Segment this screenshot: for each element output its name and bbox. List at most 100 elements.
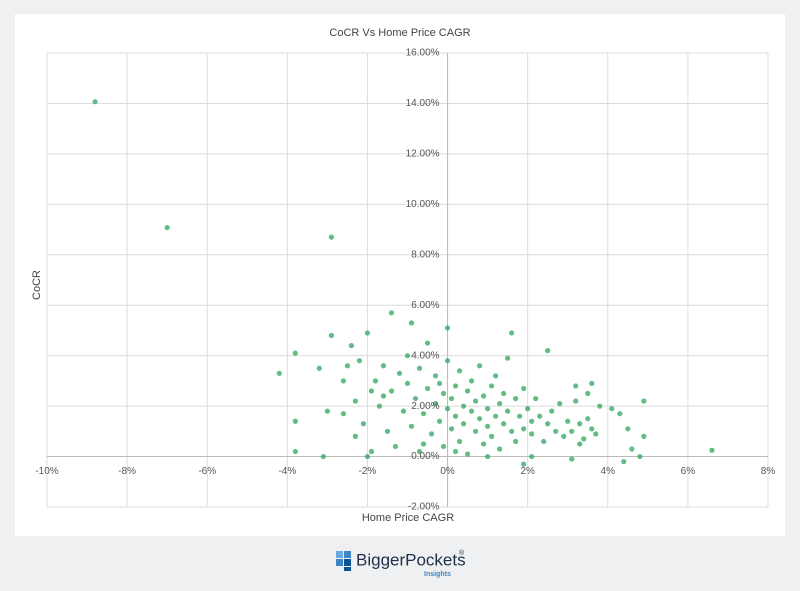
point bbox=[360, 421, 367, 427]
point bbox=[513, 395, 519, 402]
point bbox=[364, 453, 371, 460]
y-tick-label: 4.00% bbox=[411, 350, 439, 361]
point bbox=[432, 373, 439, 379]
point bbox=[617, 411, 623, 417]
point bbox=[432, 400, 439, 407]
logo-square bbox=[344, 567, 351, 571]
point bbox=[456, 438, 463, 445]
point bbox=[292, 448, 298, 455]
point bbox=[448, 395, 455, 402]
x-tick-label: 6% bbox=[681, 466, 696, 477]
point bbox=[489, 433, 495, 439]
logo: BiggerPockets ® Insights bbox=[336, 549, 466, 578]
point bbox=[561, 433, 567, 439]
point bbox=[629, 446, 635, 452]
point bbox=[292, 418, 298, 424]
y-axis-label: CoCR bbox=[31, 270, 43, 300]
point bbox=[521, 426, 527, 432]
point bbox=[509, 330, 515, 336]
point bbox=[485, 453, 491, 460]
point bbox=[376, 403, 383, 409]
point bbox=[505, 355, 511, 361]
point bbox=[501, 390, 507, 397]
point bbox=[545, 348, 551, 354]
point bbox=[452, 383, 459, 389]
point bbox=[404, 353, 411, 359]
point bbox=[276, 370, 282, 376]
point bbox=[444, 325, 451, 331]
point bbox=[348, 342, 355, 349]
point bbox=[472, 398, 479, 404]
point bbox=[440, 390, 447, 397]
point bbox=[709, 447, 715, 453]
point bbox=[597, 403, 603, 409]
point bbox=[428, 431, 435, 437]
point bbox=[529, 418, 535, 424]
point bbox=[436, 418, 443, 424]
logo-square bbox=[344, 551, 351, 558]
point bbox=[328, 332, 334, 339]
point bbox=[541, 438, 547, 445]
point bbox=[464, 388, 471, 394]
y-tick-label: 10.00% bbox=[406, 199, 440, 210]
point bbox=[356, 358, 363, 364]
point bbox=[444, 406, 451, 412]
point bbox=[545, 421, 551, 427]
y-tick-label: 14.00% bbox=[406, 98, 440, 109]
point bbox=[521, 385, 527, 392]
point bbox=[364, 330, 371, 336]
point bbox=[637, 453, 643, 460]
point bbox=[316, 365, 322, 371]
logo-registered: ® bbox=[459, 549, 465, 557]
point bbox=[352, 398, 359, 404]
point bbox=[577, 441, 583, 447]
point bbox=[388, 310, 395, 316]
point bbox=[517, 413, 523, 419]
point bbox=[581, 436, 587, 442]
point bbox=[549, 408, 555, 414]
point bbox=[384, 428, 391, 434]
point bbox=[485, 423, 491, 429]
x-tick-label: 0% bbox=[440, 466, 455, 477]
x-tick-label: -4% bbox=[278, 466, 296, 477]
point bbox=[477, 416, 483, 422]
point bbox=[521, 461, 527, 467]
point bbox=[408, 423, 415, 429]
point bbox=[468, 408, 475, 414]
point bbox=[493, 413, 499, 419]
point bbox=[292, 350, 298, 356]
point bbox=[481, 441, 487, 447]
point bbox=[424, 340, 431, 346]
point bbox=[529, 453, 535, 460]
point bbox=[328, 234, 334, 240]
point bbox=[621, 459, 627, 465]
y-tick-label: 6.00% bbox=[411, 300, 439, 311]
logo-square bbox=[336, 559, 343, 566]
point bbox=[380, 363, 387, 369]
point bbox=[424, 385, 431, 392]
y-tick-label: 12.00% bbox=[406, 149, 440, 160]
point bbox=[396, 370, 403, 376]
point bbox=[641, 398, 647, 404]
point bbox=[352, 433, 359, 439]
point bbox=[324, 408, 330, 414]
point bbox=[625, 426, 631, 432]
y-tick-label: 8.00% bbox=[411, 249, 439, 260]
point bbox=[553, 428, 559, 434]
point bbox=[320, 453, 326, 460]
point bbox=[400, 408, 407, 414]
point bbox=[589, 426, 595, 432]
point bbox=[485, 406, 491, 412]
point bbox=[489, 383, 495, 389]
point bbox=[501, 421, 507, 427]
point bbox=[404, 380, 411, 387]
point bbox=[460, 403, 467, 409]
logo-tagline: Insights bbox=[424, 571, 451, 578]
point bbox=[557, 400, 563, 407]
y-tick-label: 2.00% bbox=[411, 401, 439, 412]
point bbox=[593, 431, 599, 437]
point bbox=[416, 365, 423, 371]
logo-name: BiggerPockets bbox=[356, 550, 466, 569]
point bbox=[164, 224, 170, 231]
